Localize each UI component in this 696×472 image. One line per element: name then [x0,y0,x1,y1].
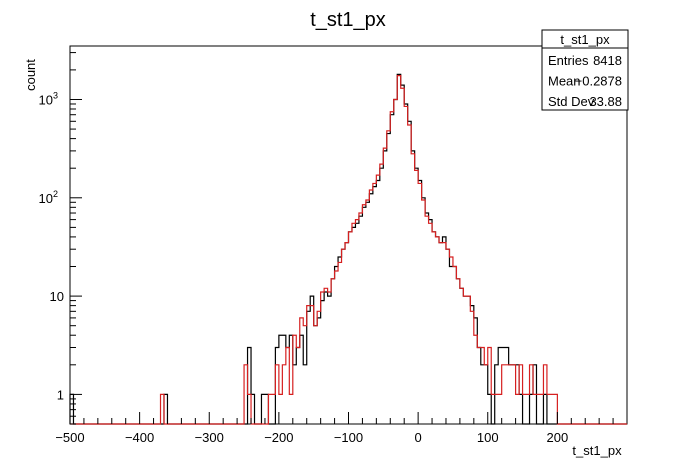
y-axis-label: count [23,59,38,91]
y-tick-label: 102 [39,189,58,206]
stats-entries-label: Entries [548,53,589,68]
y-tick-label: 103 [39,90,58,107]
x-tick-label: 0 [415,430,422,445]
histogram-red-series [70,74,627,425]
stats-mean-value: −0.2878 [575,74,622,89]
y-tick-label: 1 [57,387,64,402]
stats-box-frame [541,29,629,111]
stats-mean-label: Mean [548,74,581,89]
stats-box: t_st1_px Entries 8418 Mean −0.2878 Std D… [541,29,629,111]
stats-box-title: t_st1_px [560,32,610,47]
x-tick-label: −300 [195,430,224,445]
x-tick-label: −100 [334,430,363,445]
stats-stddev-value: 33.88 [589,94,622,109]
y-tick-label: 10 [50,289,64,304]
stats-stddev-label: Std Dev [548,94,595,109]
x-tick-label: −500 [55,430,84,445]
stats-entries-value: 8418 [593,53,622,68]
x-tick-label: 200 [547,430,569,445]
x-axis-label: t_st1_px [572,443,622,458]
axis-ticks: −500 −400 −300 −200 −100 0 100 200 1 10 102 103 [39,52,614,445]
x-tick-label: 100 [477,430,499,445]
chart-title: t_st1_px [310,9,386,31]
x-tick-label: −200 [264,430,293,445]
histogram-series [69,73,627,425]
x-tick-label: −400 [125,430,154,445]
